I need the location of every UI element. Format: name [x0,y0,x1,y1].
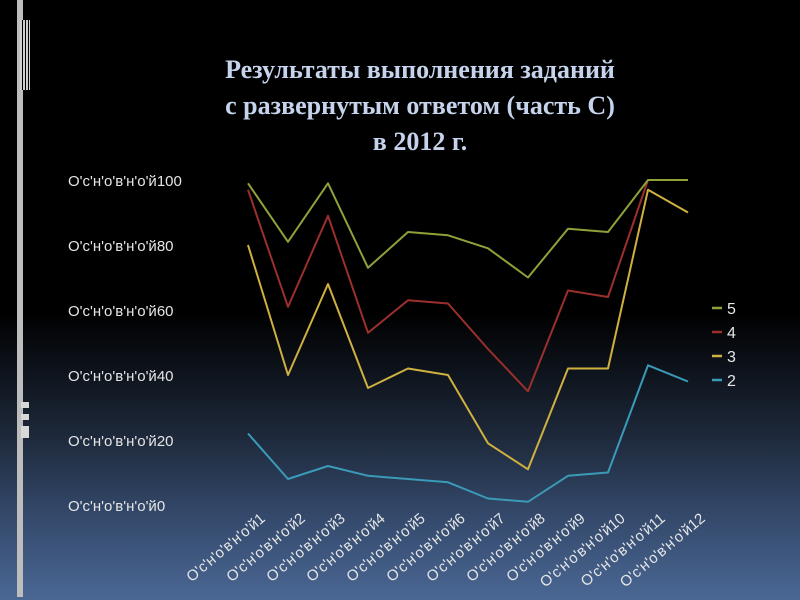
y-tick-label: О'с'н'о'в'н'о'й80 [68,238,174,255]
y-tick-label: О'с'н'о'в'н'о'й20 [68,433,174,450]
decor-block [21,414,29,420]
y-tick-label: О'с'н'о'в'н'о'й100 [68,173,182,190]
decor-stripe [20,20,30,90]
decor-block [21,426,29,438]
title-line-2: с развернутым ответом (часть С) [225,91,615,120]
legend-label: 5 [727,301,736,318]
decor-block [21,402,29,408]
title-line-3: в 2012 г. [372,127,468,156]
y-tick-label: О'с'н'о'в'н'о'й60 [68,303,174,320]
slide-title: Результаты выполнения заданий с разверну… [150,52,690,160]
y-tick-label: О'с'н'о'в'н'о'й0 [68,498,165,515]
legend-label: 2 [727,373,736,390]
series-line-2 [247,364,689,503]
title-line-1: Результаты выполнения заданий [225,55,615,84]
y-tick-label: О'с'н'о'в'н'о'й40 [68,368,174,385]
legend-label: 3 [727,349,736,366]
series-line-5 [247,179,688,279]
decor-stripe [17,0,23,597]
series-line-4 [247,179,688,393]
legend-label: 4 [727,325,736,342]
series-line-3 [247,188,689,471]
